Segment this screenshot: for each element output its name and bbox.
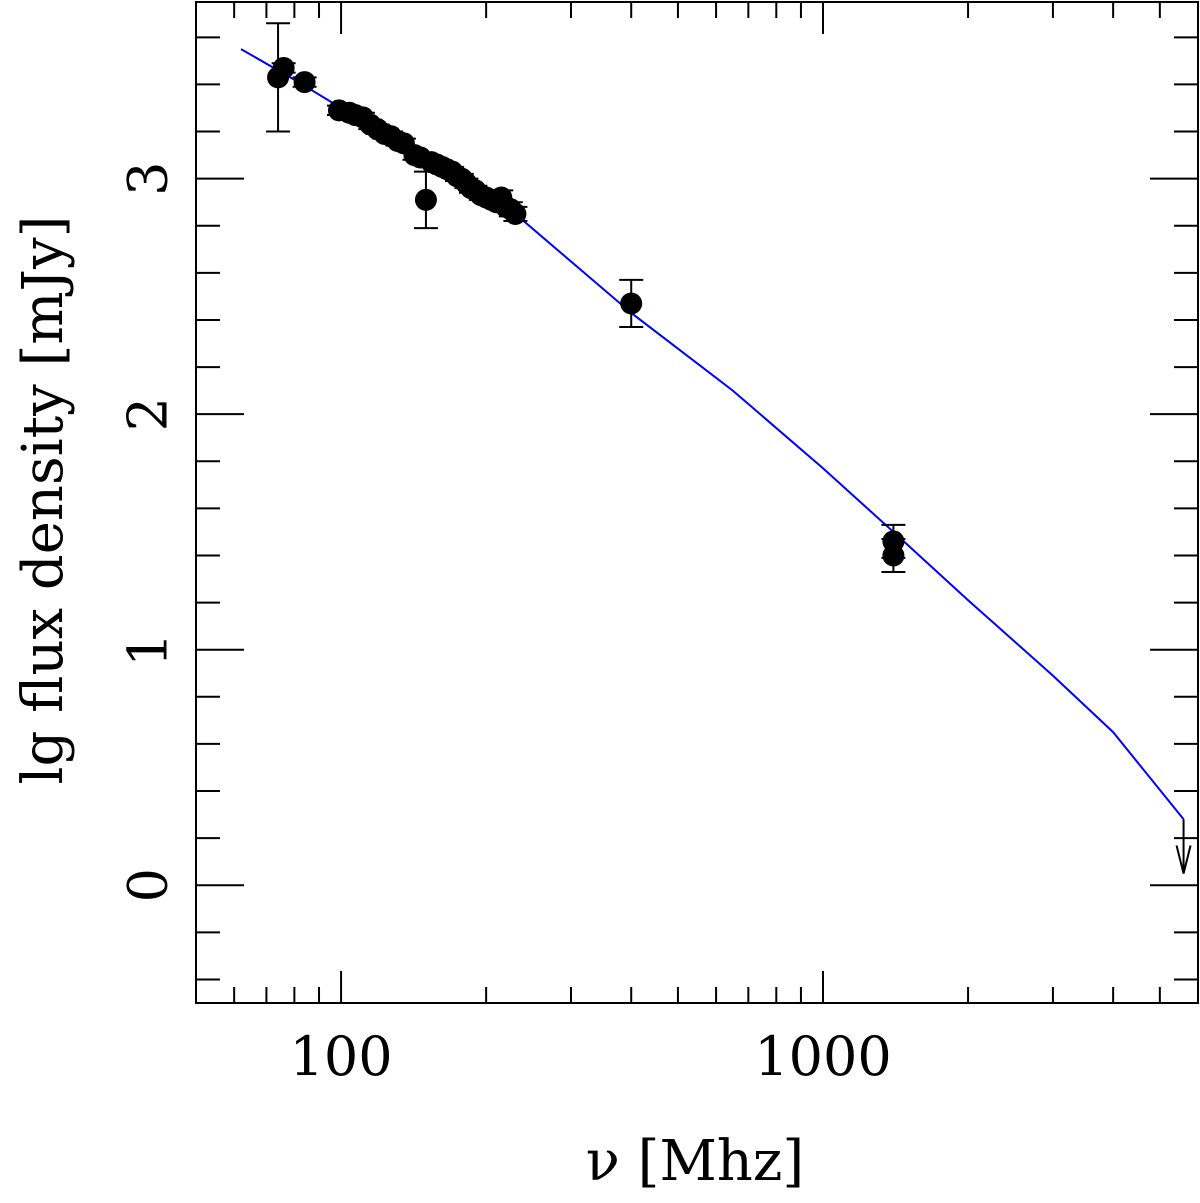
y-axis-ticks: 0 1 2 3: [117, 36, 1198, 981]
y-tick-label: 2: [117, 397, 180, 431]
data-points: [267, 56, 905, 567]
plot-frame: [195, 1, 1199, 1004]
data-point: [293, 71, 316, 94]
y-axis-title: lg flux density [mJy]: [11, 216, 76, 785]
x-axis-ticks: 100 1000: [195, 2, 1199, 1088]
y-tick-label: 3: [117, 161, 180, 195]
axis-labels: ν [Mhz] lg flux density [mJy]: [11, 216, 804, 1194]
x-axis-title: ν [Mhz]: [586, 1129, 804, 1194]
data-point: [504, 202, 527, 225]
data-point: [620, 292, 643, 315]
data-point: [272, 56, 295, 79]
x-tick-label: 1000: [754, 1025, 891, 1088]
error-bars: [266, 22, 906, 573]
data-point: [414, 188, 437, 211]
upper-limit-arrow-head: [1175, 845, 1192, 874]
x-tick-label: 100: [290, 1025, 393, 1088]
y-tick-label: 0: [117, 868, 180, 902]
fit-curve-group: [240, 48, 1185, 820]
fit-curve: [240, 48, 1185, 820]
y-tick-label: 1: [117, 633, 180, 667]
annotations: [1175, 819, 1192, 874]
plot-border: [195, 1, 1199, 1004]
data-point: [882, 544, 905, 567]
